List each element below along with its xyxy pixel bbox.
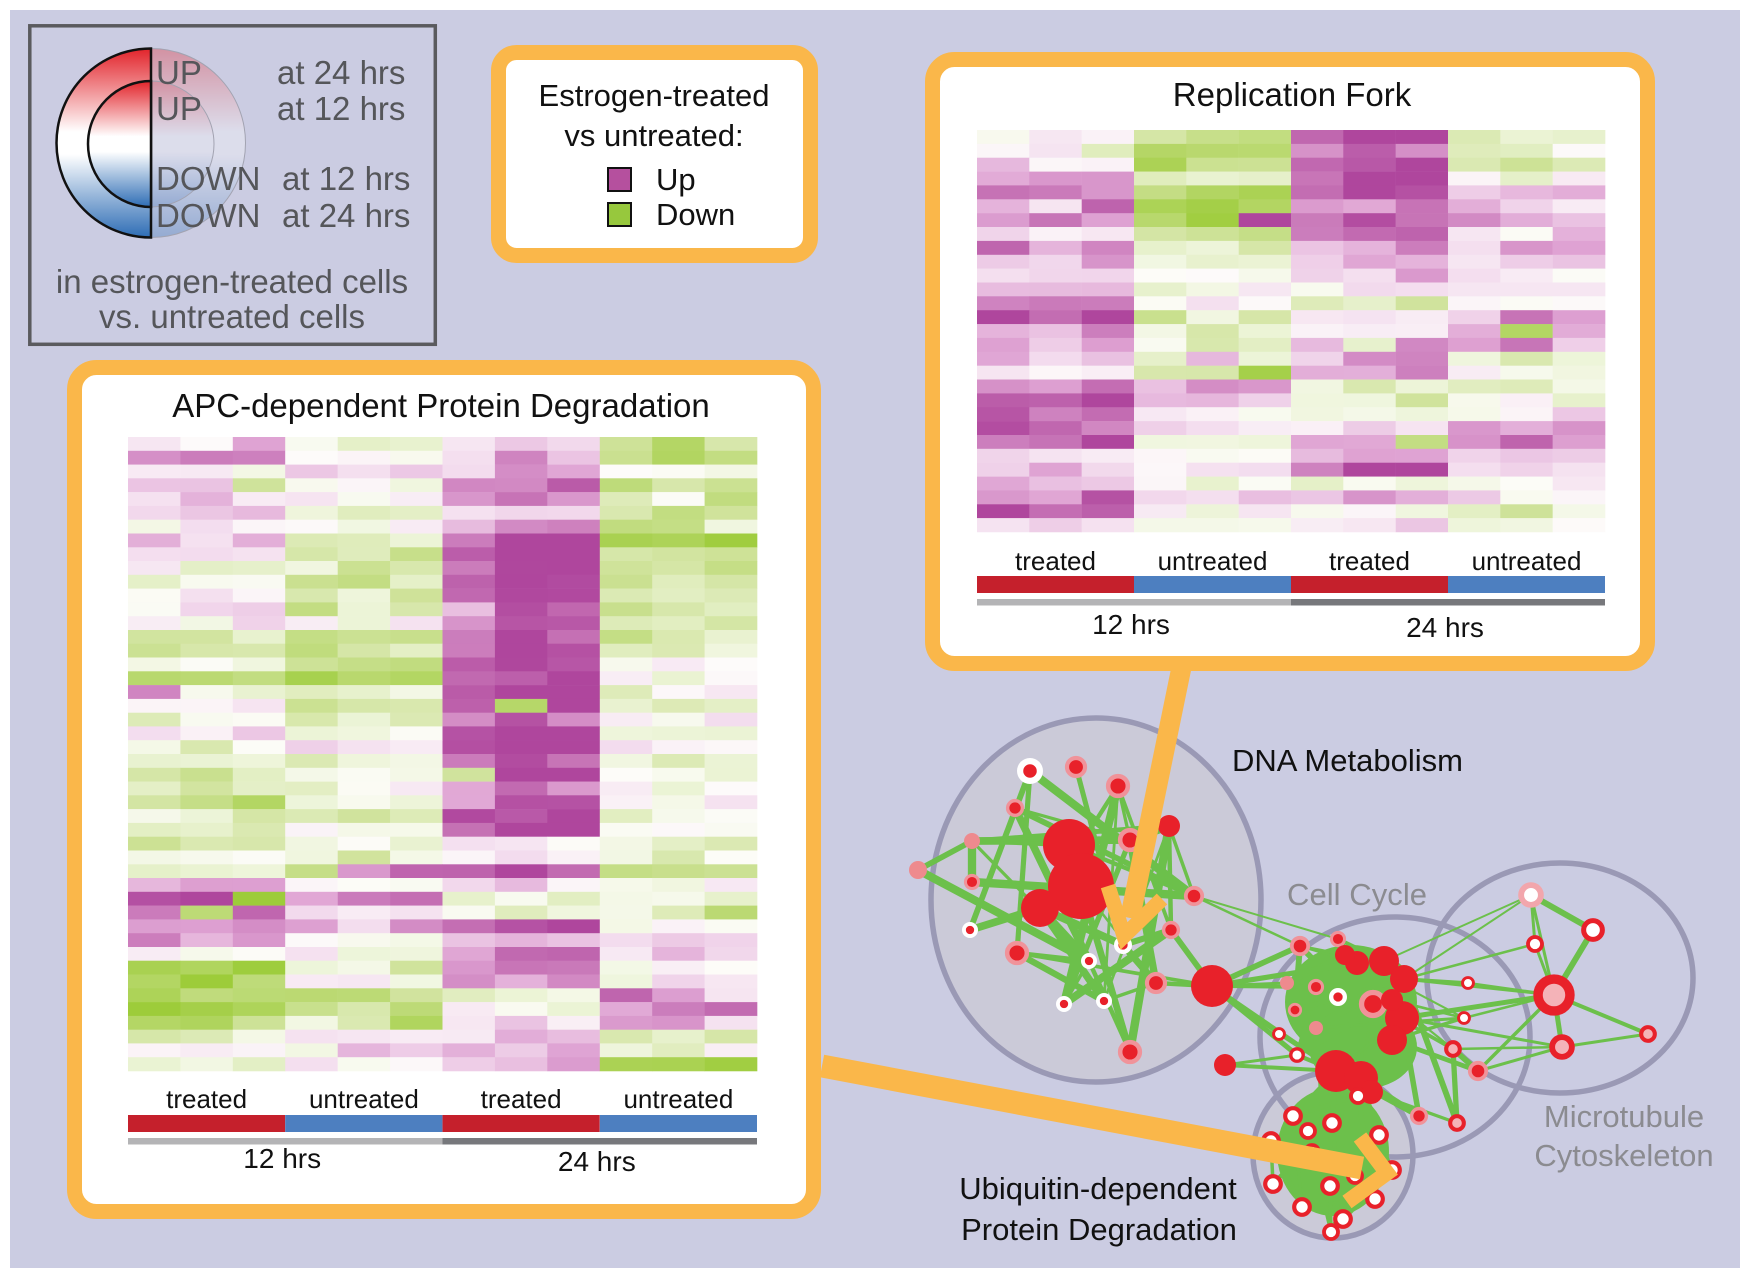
svg-text:DNA Metabolism: DNA Metabolism bbox=[1232, 743, 1463, 778]
svg-text:Replication Fork: Replication Fork bbox=[1173, 76, 1412, 113]
svg-text:untreated: untreated bbox=[1158, 546, 1268, 576]
svg-text:Estrogen-treated: Estrogen-treated bbox=[539, 78, 770, 113]
svg-text:APC-dependent Protein Degradat: APC-dependent Protein Degradation bbox=[172, 387, 710, 424]
svg-text:at 12 hrs: at 12 hrs bbox=[277, 90, 405, 127]
svg-text:UP: UP bbox=[156, 90, 202, 127]
svg-text:treated: treated bbox=[166, 1084, 247, 1114]
svg-text:untreated: untreated bbox=[309, 1084, 419, 1114]
svg-text:treated: treated bbox=[1015, 546, 1096, 576]
svg-text:vs untreated:: vs untreated: bbox=[564, 118, 743, 153]
svg-text:Down: Down bbox=[656, 197, 735, 232]
svg-text:at 12 hrs: at 12 hrs bbox=[282, 160, 410, 197]
svg-text:Cytoskeleton: Cytoskeleton bbox=[1534, 1138, 1713, 1173]
svg-text:treated: treated bbox=[481, 1084, 562, 1114]
svg-text:treated: treated bbox=[1329, 546, 1410, 576]
svg-text:Microtubule: Microtubule bbox=[1544, 1099, 1704, 1134]
svg-text:DOWN: DOWN bbox=[156, 160, 260, 197]
svg-text:vs. untreated cells: vs. untreated cells bbox=[99, 298, 365, 335]
svg-text:untreated: untreated bbox=[1472, 546, 1582, 576]
svg-text:Up: Up bbox=[656, 162, 696, 197]
svg-text:24 hrs: 24 hrs bbox=[1406, 612, 1484, 643]
svg-text:untreated: untreated bbox=[623, 1084, 733, 1114]
svg-text:UP: UP bbox=[156, 54, 202, 91]
svg-text:12 hrs: 12 hrs bbox=[1092, 609, 1170, 640]
svg-text:Ubiquitin-dependent: Ubiquitin-dependent bbox=[959, 1171, 1237, 1206]
svg-text:Cell Cycle: Cell Cycle bbox=[1287, 877, 1427, 912]
svg-text:at 24 hrs: at 24 hrs bbox=[282, 197, 410, 234]
svg-text:12 hrs: 12 hrs bbox=[243, 1143, 321, 1174]
svg-text:in estrogen-treated cells: in estrogen-treated cells bbox=[56, 263, 408, 300]
svg-text:at 24 hrs: at 24 hrs bbox=[277, 54, 405, 91]
svg-text:24 hrs: 24 hrs bbox=[558, 1146, 636, 1177]
svg-text:Protein Degradation: Protein Degradation bbox=[961, 1212, 1237, 1247]
svg-text:DOWN: DOWN bbox=[156, 197, 260, 234]
